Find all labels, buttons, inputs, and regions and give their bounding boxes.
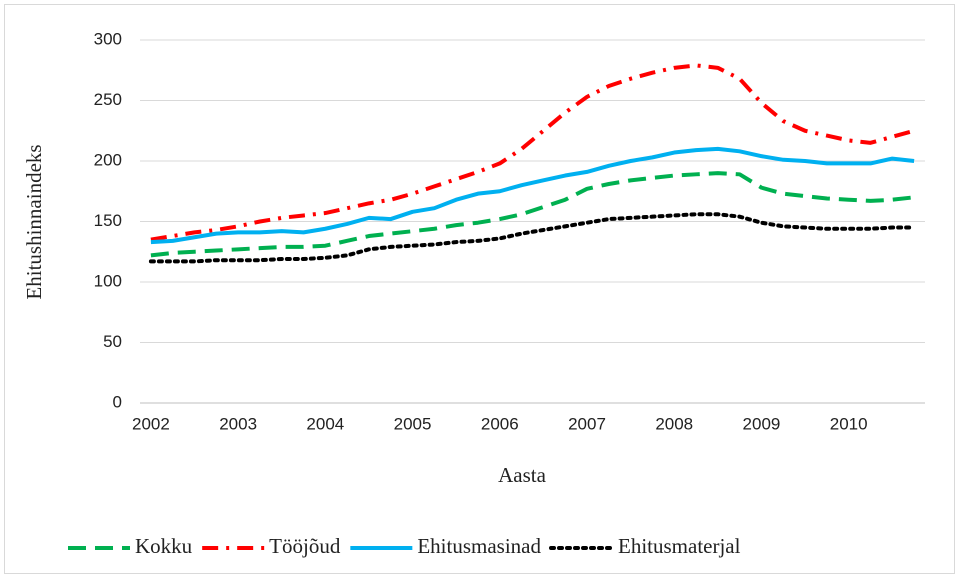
y-tick-label: 50	[103, 332, 122, 351]
chart-frame	[4, 4, 955, 574]
x-tick-label: 2009	[743, 414, 781, 433]
x-tick-label: 2007	[568, 414, 606, 433]
y-tick-label: 100	[94, 271, 122, 290]
y-tick-label: 150	[94, 211, 122, 230]
y-tick-label: 0	[113, 392, 122, 411]
x-tick-label: 2010	[830, 414, 868, 433]
line-series	[150, 63, 915, 242]
line-series	[150, 146, 915, 245]
x-tick-label: 2003	[219, 414, 257, 433]
x-tick-label: 2008	[655, 414, 693, 433]
line-series	[148, 212, 917, 264]
legend-label: Kokku	[135, 534, 193, 558]
legend-label: Ehitusmaterjal	[618, 534, 741, 558]
x-tick-label: 2002	[132, 414, 170, 433]
legend-label: Tööjõud	[269, 534, 341, 558]
x-tick-label: 2004	[306, 414, 344, 433]
line-series	[150, 171, 915, 258]
x-axis-label: Aasta	[498, 463, 546, 487]
x-tick-label: 2005	[394, 414, 432, 433]
x-tick-label: 2006	[481, 414, 519, 433]
y-tick-label: 200	[94, 150, 122, 169]
y-tick-label: 300	[94, 29, 122, 48]
legend-label: Ehitusmasinad	[417, 534, 541, 558]
y-tick-label: 250	[94, 90, 122, 109]
y-axis-label: Ehitushinnaindeks	[22, 144, 46, 299]
